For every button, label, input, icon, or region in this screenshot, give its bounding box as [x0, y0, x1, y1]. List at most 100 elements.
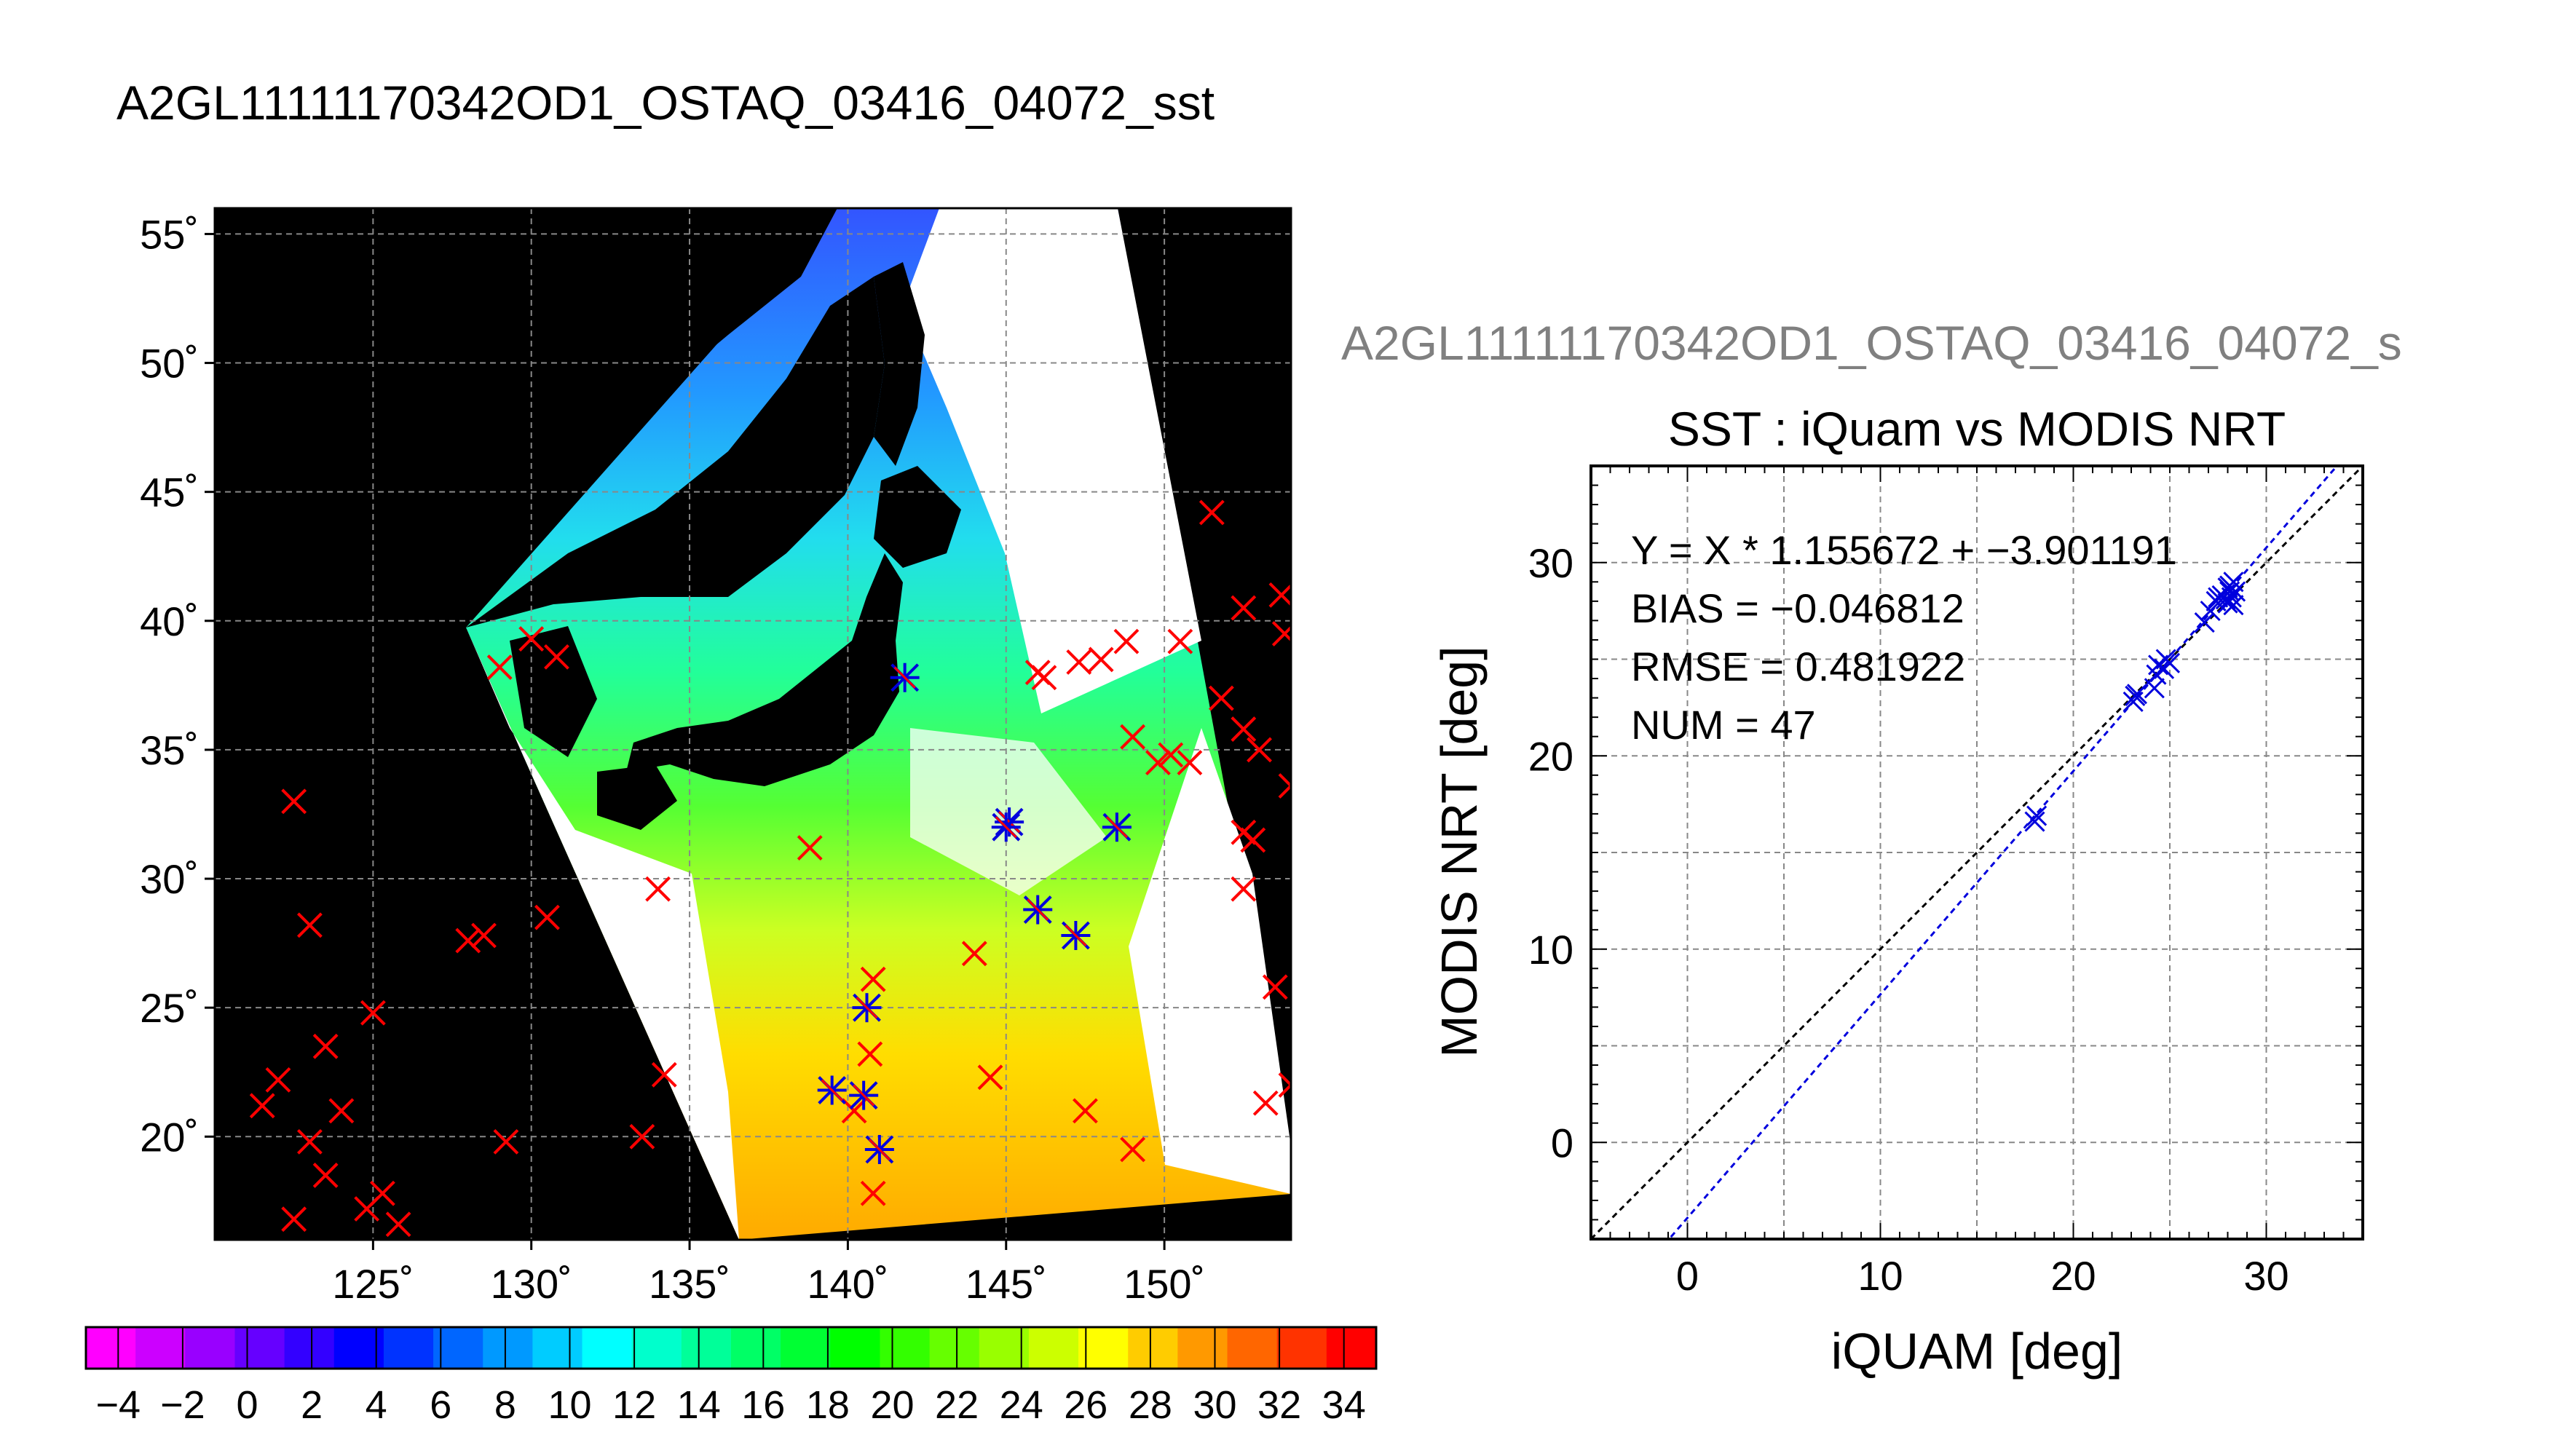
map-markers: [249, 499, 1291, 1238]
iquam-marker: [534, 904, 560, 930]
y-tick-label: 10: [1528, 927, 1573, 973]
iquam-marker: [1177, 750, 1203, 776]
iquam-marker: [1031, 665, 1057, 691]
iquam-marker: [328, 1098, 355, 1124]
y-tick-label: 30: [1528, 540, 1573, 586]
iquam-marker: [797, 835, 823, 860]
iquam-marker: [1145, 750, 1171, 776]
colorbar-swatch: [1227, 1327, 1278, 1369]
x-tick-label: 20: [2050, 1253, 2096, 1299]
iquam-marker: [1231, 595, 1257, 621]
colorbar-swatch: [1177, 1327, 1228, 1369]
scatter-point: [2208, 587, 2229, 608]
colorbar-swatch: [731, 1327, 781, 1369]
x-tick-label: 10: [1857, 1253, 1903, 1299]
colorbar-swatch: [1276, 1327, 1327, 1369]
colorbar-swatch: [1028, 1327, 1079, 1369]
map-lat-ticks: 55˚ 50˚ 45˚ 40˚ 35˚ 30˚ 25˚ 20˚: [140, 211, 215, 1160]
map-lat-tick-label: 40˚: [140, 598, 199, 644]
colorbar-label: 12: [612, 1383, 656, 1427]
colorbar-label: 14: [677, 1383, 721, 1427]
cloud-area-south: [466, 628, 739, 1240]
land-mainland-top: [215, 208, 837, 628]
iquam-marker: [385, 1211, 411, 1238]
colorbar-swatch: [483, 1327, 533, 1369]
matched-marker: [1023, 895, 1053, 925]
colorbar-swatch: [1326, 1327, 1377, 1369]
colorbar-swatch: [135, 1327, 186, 1369]
stats-annotation: NUM = 47: [1631, 702, 1816, 748]
colorbar-swatch: [830, 1327, 880, 1369]
land-honshu: [626, 553, 903, 786]
colorbar-label: 34: [1322, 1383, 1366, 1427]
map-lon-ticks: 125˚ 130˚ 135˚ 140˚ 145˚ 150˚: [332, 1240, 1205, 1307]
colorbar-swatch: [929, 1327, 980, 1369]
map-lat-tick-label: 20˚: [140, 1114, 199, 1160]
iquam-marker: [312, 1033, 339, 1059]
plot-grid: [1591, 466, 2363, 1239]
scatter-point: [2024, 811, 2045, 832]
iquam-marker: [860, 966, 886, 992]
colorbar-label: 10: [548, 1383, 591, 1427]
iquam-marker: [1252, 1090, 1279, 1116]
iquam-marker: [471, 922, 497, 949]
map-lat-tick-label: 30˚: [140, 856, 199, 902]
iquam-marker: [296, 1128, 323, 1155]
iquam-marker: [493, 1128, 519, 1155]
iquam-marker: [1278, 773, 1291, 799]
colorbar-label: 20: [870, 1383, 914, 1427]
colorbar-swatch: [631, 1327, 682, 1369]
axis-ticks: 0 10 20 30 0 10 20 30: [1528, 465, 2364, 1299]
iquam-marker: [1120, 1136, 1146, 1163]
iquam-marker: [360, 1000, 386, 1026]
iquam-marker: [961, 941, 987, 967]
iquam-marker: [265, 1067, 291, 1093]
iquam-marker: [645, 876, 671, 902]
colorbar-label: 24: [1000, 1383, 1043, 1427]
iquam-marker: [860, 1180, 886, 1206]
iquam-marker: [841, 1098, 867, 1124]
map-frame: [213, 207, 1292, 1241]
x-tick-label: 0: [1676, 1253, 1699, 1299]
iquam-marker: [312, 1163, 339, 1188]
colorbar-swatch: [532, 1327, 583, 1369]
land-asia-coast: [466, 277, 885, 628]
iquam-marker: [857, 1041, 883, 1067]
map-lat-tick-label: 50˚: [140, 341, 199, 387]
regression-line: [1667, 466, 2339, 1239]
matched-marker: [849, 1080, 879, 1110]
map-lon-tick-label: 140˚: [807, 1261, 888, 1307]
iquam-marker: [249, 1093, 275, 1119]
y-tick-label: 0: [1551, 1120, 1573, 1166]
matched-marker: [991, 812, 1021, 842]
iquam-marker: [1262, 974, 1288, 1000]
colorbar-label: 32: [1257, 1383, 1301, 1427]
scatter-point: [2126, 684, 2148, 705]
iquam-marker: [1198, 499, 1225, 526]
scatter-subtitle: A2GL11111170342OD1_OSTAQ_03416_04072_s: [1341, 316, 2402, 370]
colorbar-label: 22: [935, 1383, 979, 1427]
matched-marker: [890, 662, 920, 692]
sst-map: 55˚ 50˚ 45˚ 40˚ 35˚ 30˚ 25˚ 20˚ 125˚ 130˚ 135˚ 140…: [140, 207, 1292, 1307]
map-lat-tick-label: 35˚: [140, 727, 199, 773]
map-lat-tick-label: 55˚: [140, 211, 199, 257]
iquam-marker: [1088, 646, 1114, 673]
iquam-marker: [1268, 582, 1291, 608]
iquam-marker: [1066, 649, 1092, 675]
colorbar-swatch: [383, 1327, 434, 1369]
cloud-area-east: [903, 208, 1201, 713]
colorbar-label: 26: [1064, 1383, 1107, 1427]
y-tick-label: 20: [1528, 733, 1573, 779]
colorbar-swatch: [433, 1327, 483, 1369]
matched-marker: [864, 1135, 894, 1165]
land-sakhalin: [874, 262, 925, 466]
land-kyushu: [597, 764, 677, 830]
iquam-marker: [486, 654, 513, 680]
iquam-marker: [281, 1206, 307, 1233]
iquam-marker: [1278, 1072, 1291, 1098]
colorbar-label: 4: [366, 1383, 387, 1427]
colorbar-swatch: [781, 1327, 831, 1369]
iquam-marker: [369, 1180, 395, 1206]
scatter-plot: SST : iQuam vs MODIS NRT 0 10 20 300102030 …: [1431, 402, 2364, 1380]
